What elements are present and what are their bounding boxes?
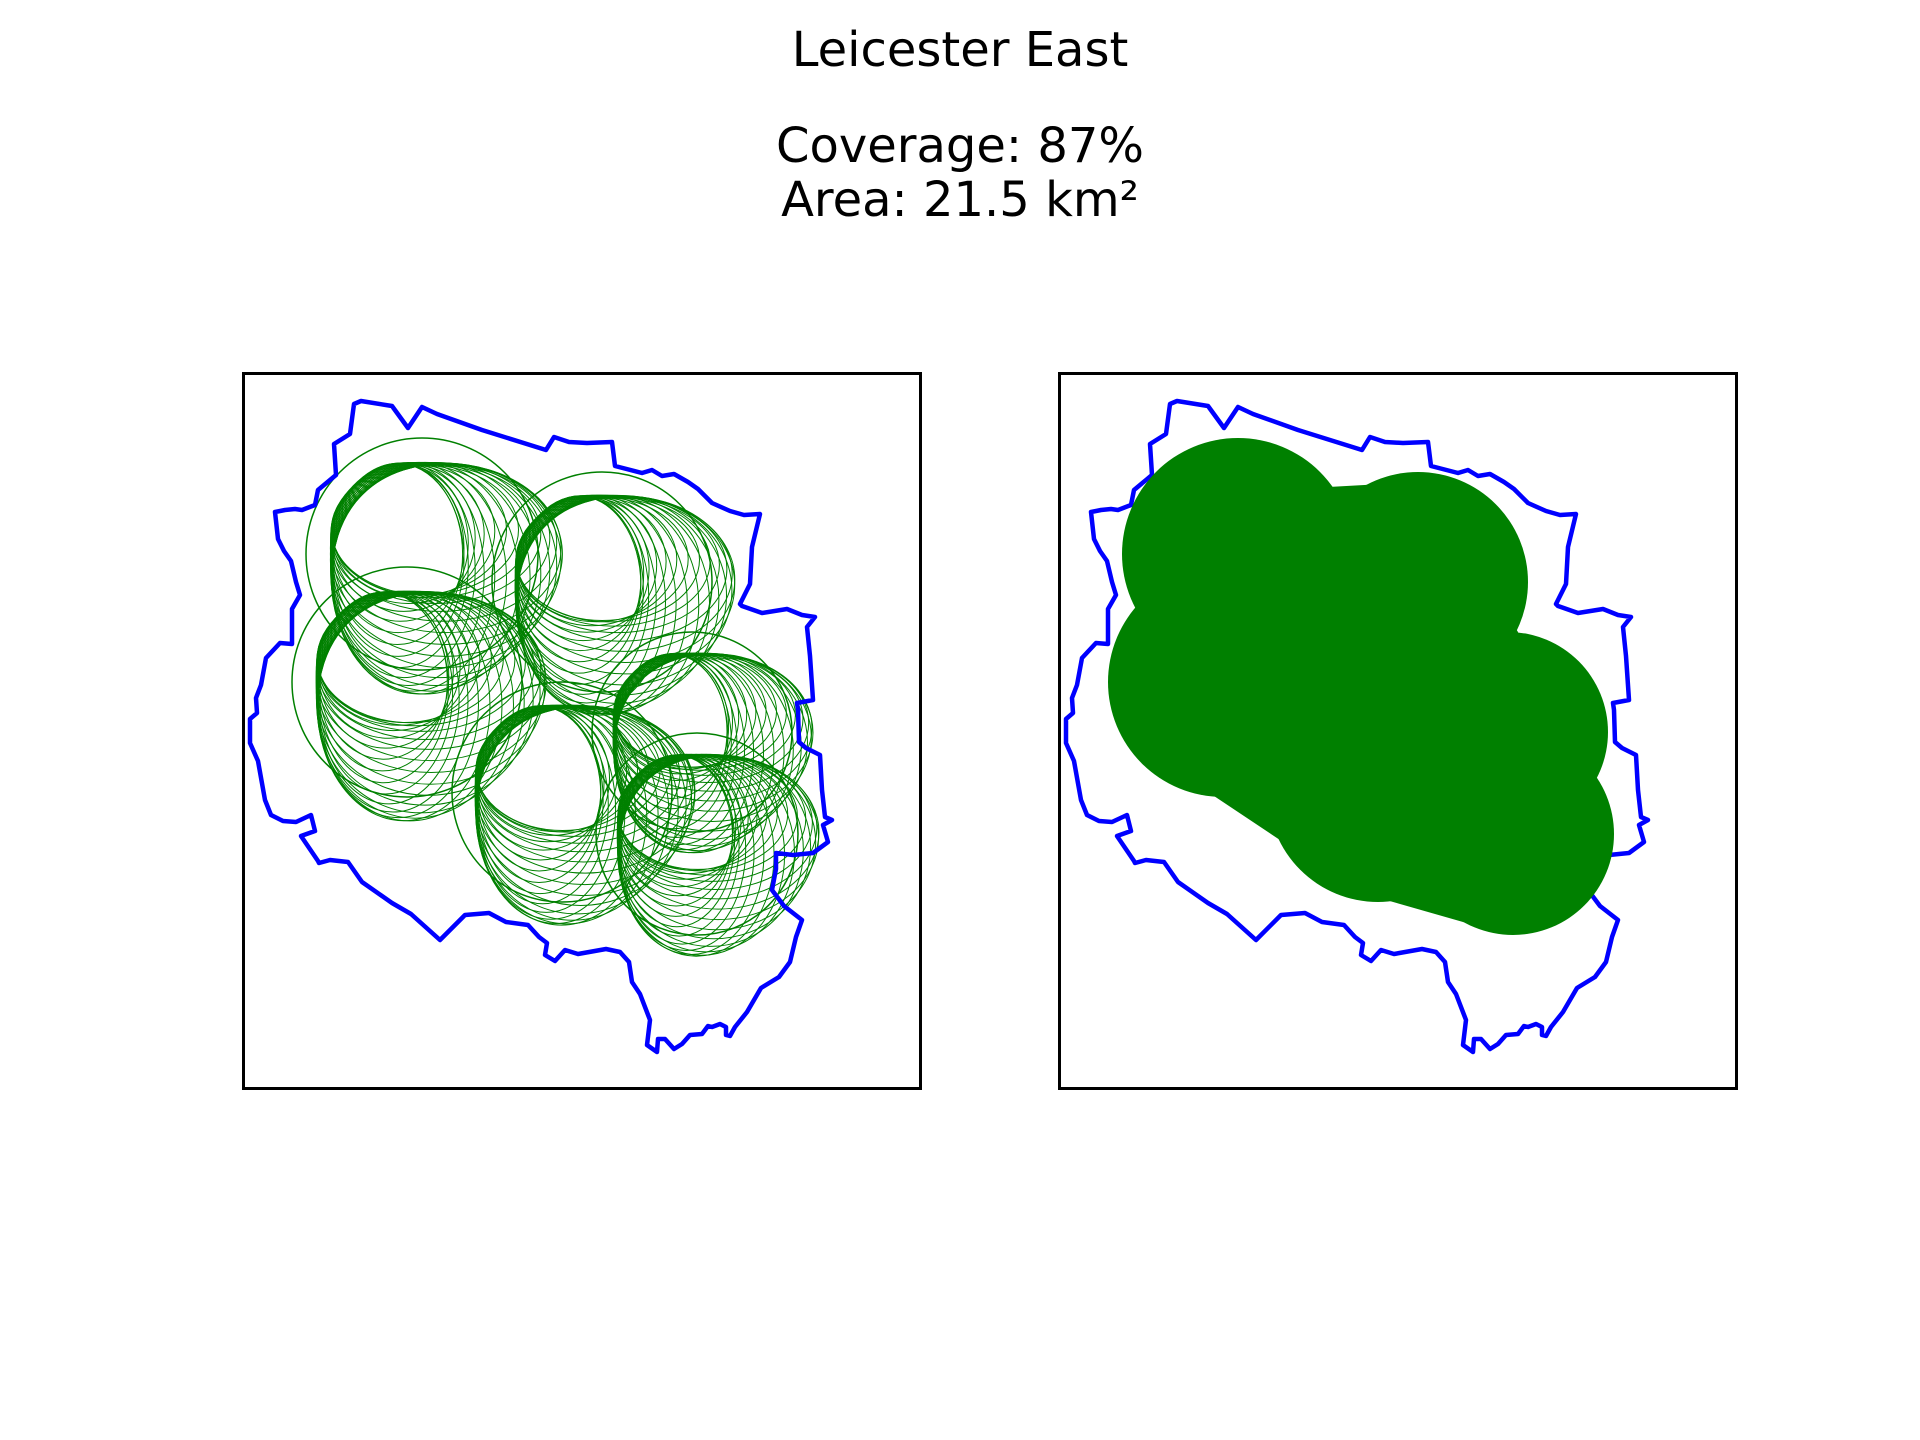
map-left-svg — [242, 372, 922, 1090]
constituency-boundary — [1063, 398, 1651, 1055]
axes-frame — [242, 372, 922, 1090]
coverage-circle-outline — [491, 471, 713, 693]
coverage-circle-outline — [305, 437, 539, 671]
constituency-boundary — [247, 398, 835, 1055]
coverage-circle-outlines — [291, 437, 820, 957]
map-panel-right — [1058, 372, 1738, 1090]
coverage-circle-outline — [475, 704, 679, 915]
coverage-core-fill — [1138, 482, 1558, 932]
coverage-circle-outline — [595, 732, 799, 936]
area-text: Area: 21.5 km² — [781, 172, 1139, 228]
coverage-circle-outline — [329, 463, 562, 634]
coverage-circle-outline — [591, 631, 793, 833]
map-panel-left — [242, 372, 922, 1090]
coverage-area-filled — [1108, 438, 1614, 935]
figure-title: Leicester East — [791, 22, 1129, 78]
coverage-circle-outline — [613, 652, 785, 852]
coverage-circle-outline — [514, 495, 736, 675]
coverage-text: Coverage: 87% — [775, 118, 1145, 174]
coverage-circle-outline — [451, 681, 673, 903]
coverage-circle-outline — [291, 566, 523, 798]
axes-frame — [1058, 372, 1738, 1090]
map-right-svg — [1058, 372, 1738, 1090]
